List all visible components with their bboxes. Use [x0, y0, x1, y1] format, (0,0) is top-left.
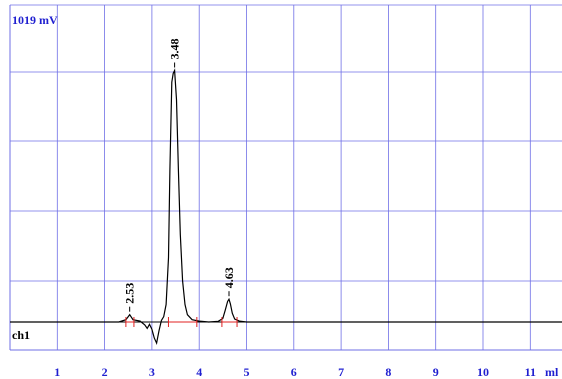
y-axis-max-label: 1019 mV [12, 13, 58, 27]
axes [9, 5, 562, 351]
series-line-ch1 [10, 68, 562, 346]
x-tick-label: 7 [338, 365, 344, 379]
peak-label: 3.48 [168, 38, 182, 59]
x-tick-label: 9 [433, 365, 439, 379]
x-tick-label: 8 [385, 365, 391, 379]
channel-label: ch1 [12, 328, 30, 342]
peak-label: 4.63 [222, 267, 236, 288]
x-unit-label: ml [545, 365, 559, 379]
x-tick-label: 3 [149, 365, 155, 379]
trace-layer [10, 68, 562, 346]
x-tick-label: 6 [291, 365, 297, 379]
x-tick-label: 11 [525, 365, 536, 379]
x-tick-label: 5 [244, 365, 250, 379]
x-tick-label: 10 [477, 365, 489, 379]
grid [10, 4, 562, 351]
peak-label: 2.53 [123, 283, 137, 304]
x-tick-label: 4 [196, 365, 202, 379]
x-tick-label: 2 [102, 365, 108, 379]
x-tick-label: 1 [54, 365, 60, 379]
x-tick-labels: 1 2 3 4 5 6 7 8 9 10 11 [54, 365, 536, 379]
peak-layer: 2.53 3.48 4.63 [123, 38, 238, 327]
